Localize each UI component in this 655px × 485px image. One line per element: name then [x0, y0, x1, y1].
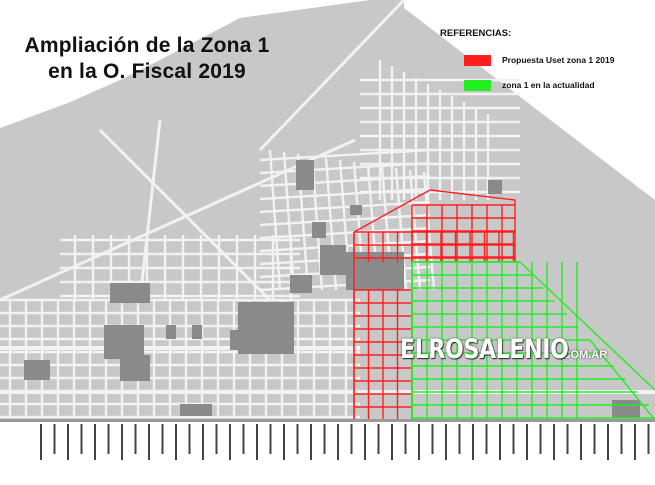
- street-name-label: [526, 424, 528, 460]
- block-parcels: [24, 160, 640, 418]
- street-name-label: [607, 424, 609, 460]
- street-horizontal: [259, 200, 431, 214]
- street-name-label: [107, 424, 110, 454]
- street-name-label: [67, 424, 69, 460]
- street-name-label: [458, 424, 461, 454]
- block-parcel: [350, 205, 362, 215]
- street-name-label: [175, 424, 177, 460]
- block-parcel: [24, 360, 50, 380]
- street-name-label: [242, 424, 245, 454]
- street-name-label: [215, 424, 218, 454]
- block-parcel: [320, 245, 346, 275]
- street-name-label: [80, 424, 83, 454]
- street-name-label: [296, 424, 299, 454]
- block-parcel: [488, 180, 502, 194]
- block-parcel: [104, 325, 144, 359]
- street-name-label: [445, 424, 447, 460]
- street-name-label: [40, 424, 42, 460]
- legend-label-current: zona 1 en la actualidad: [502, 80, 595, 90]
- legend-heading: REFERENCIAS:: [440, 28, 512, 39]
- zone-current-green: [411, 261, 655, 421]
- street-name-label: [188, 424, 191, 454]
- street-vertical: [282, 151, 296, 291]
- block-parcel: [612, 400, 640, 418]
- legend-label-proposed: Propuesta Uset zona 1 2019: [502, 55, 615, 65]
- street-name-label: [553, 424, 555, 460]
- diagonal-avenue: [258, 0, 406, 152]
- block-parcel: [180, 404, 212, 416]
- street-horizontal: [259, 226, 431, 240]
- street-horizontal: [259, 187, 431, 201]
- zone-proposed-red: [353, 189, 516, 421]
- block-parcel: [166, 325, 176, 339]
- legend-swatch-red: [464, 54, 491, 66]
- street-name-label: [256, 424, 258, 460]
- watermark-tld: .COM.AR: [559, 349, 608, 361]
- street-name-label: [269, 424, 272, 454]
- zone-green-edge: [519, 261, 655, 391]
- street-name-label: [350, 424, 353, 454]
- street-name-label: [161, 424, 164, 454]
- map-title-line-2: en la O. Fiscal 2019: [48, 60, 246, 83]
- diagonal-avenue: [98, 128, 272, 302]
- map-bottom-edge: [0, 419, 655, 422]
- street-name-label: [202, 424, 204, 460]
- zone-red-edge: [429, 189, 516, 201]
- street-name-label: [472, 424, 474, 460]
- street-name-label: [580, 424, 582, 460]
- diagonal-avenue: [138, 119, 162, 301]
- street-name-label: [229, 424, 231, 460]
- street-name-label: [566, 424, 569, 454]
- street-horizontal: [259, 148, 431, 162]
- street-name-label: [148, 424, 150, 460]
- diagonal-avenue: [0, 138, 356, 302]
- street-name-label: [134, 424, 137, 454]
- legend-item-proposed: Propuesta Uset zona 1 2019: [464, 54, 614, 66]
- street-name-label: [337, 424, 339, 460]
- block-parcel: [296, 160, 314, 190]
- street-name-labels: [40, 424, 650, 460]
- zone-red-edge: [353, 189, 431, 233]
- street-name-label: [377, 424, 380, 454]
- zone-green-edge: [589, 339, 655, 421]
- street-name-label: [310, 424, 312, 460]
- street-name-label: [283, 424, 285, 460]
- block-parcel: [120, 355, 150, 381]
- street-name-label: [323, 424, 326, 454]
- street-name-label: [53, 424, 56, 454]
- street-name-label: [94, 424, 96, 460]
- block-parcel: [192, 325, 202, 339]
- street-name-label: [431, 424, 434, 454]
- street-name-label: [485, 424, 488, 454]
- street-name-label: [620, 424, 623, 454]
- street-horizontal: [259, 213, 431, 227]
- watermark-main: ELROSALENIO: [400, 334, 569, 365]
- street-name-label: [634, 424, 636, 460]
- street-name-label: [593, 424, 596, 454]
- street-name-label: [391, 424, 393, 460]
- site-watermark: ELROSALENIO .COM.AR: [400, 334, 607, 365]
- street-name-label: [512, 424, 515, 454]
- block-parcel: [312, 222, 326, 238]
- street-name-label: [121, 424, 123, 460]
- block-parcel: [230, 330, 250, 350]
- block-parcel: [290, 275, 312, 293]
- street-name-label: [539, 424, 542, 454]
- street-name-label: [364, 424, 366, 460]
- street-name-label: [418, 424, 420, 460]
- city-land-area: [0, 0, 655, 420]
- legend-item-current: zona 1 en la actualidad: [464, 79, 595, 91]
- legend-swatch-green: [464, 79, 491, 91]
- map-title-line-1: Ampliación de la Zona 1: [24, 34, 270, 57]
- street-name-label: [404, 424, 407, 454]
- street-name-label: [647, 424, 650, 454]
- block-parcel: [110, 283, 150, 303]
- street-name-label: [499, 424, 501, 460]
